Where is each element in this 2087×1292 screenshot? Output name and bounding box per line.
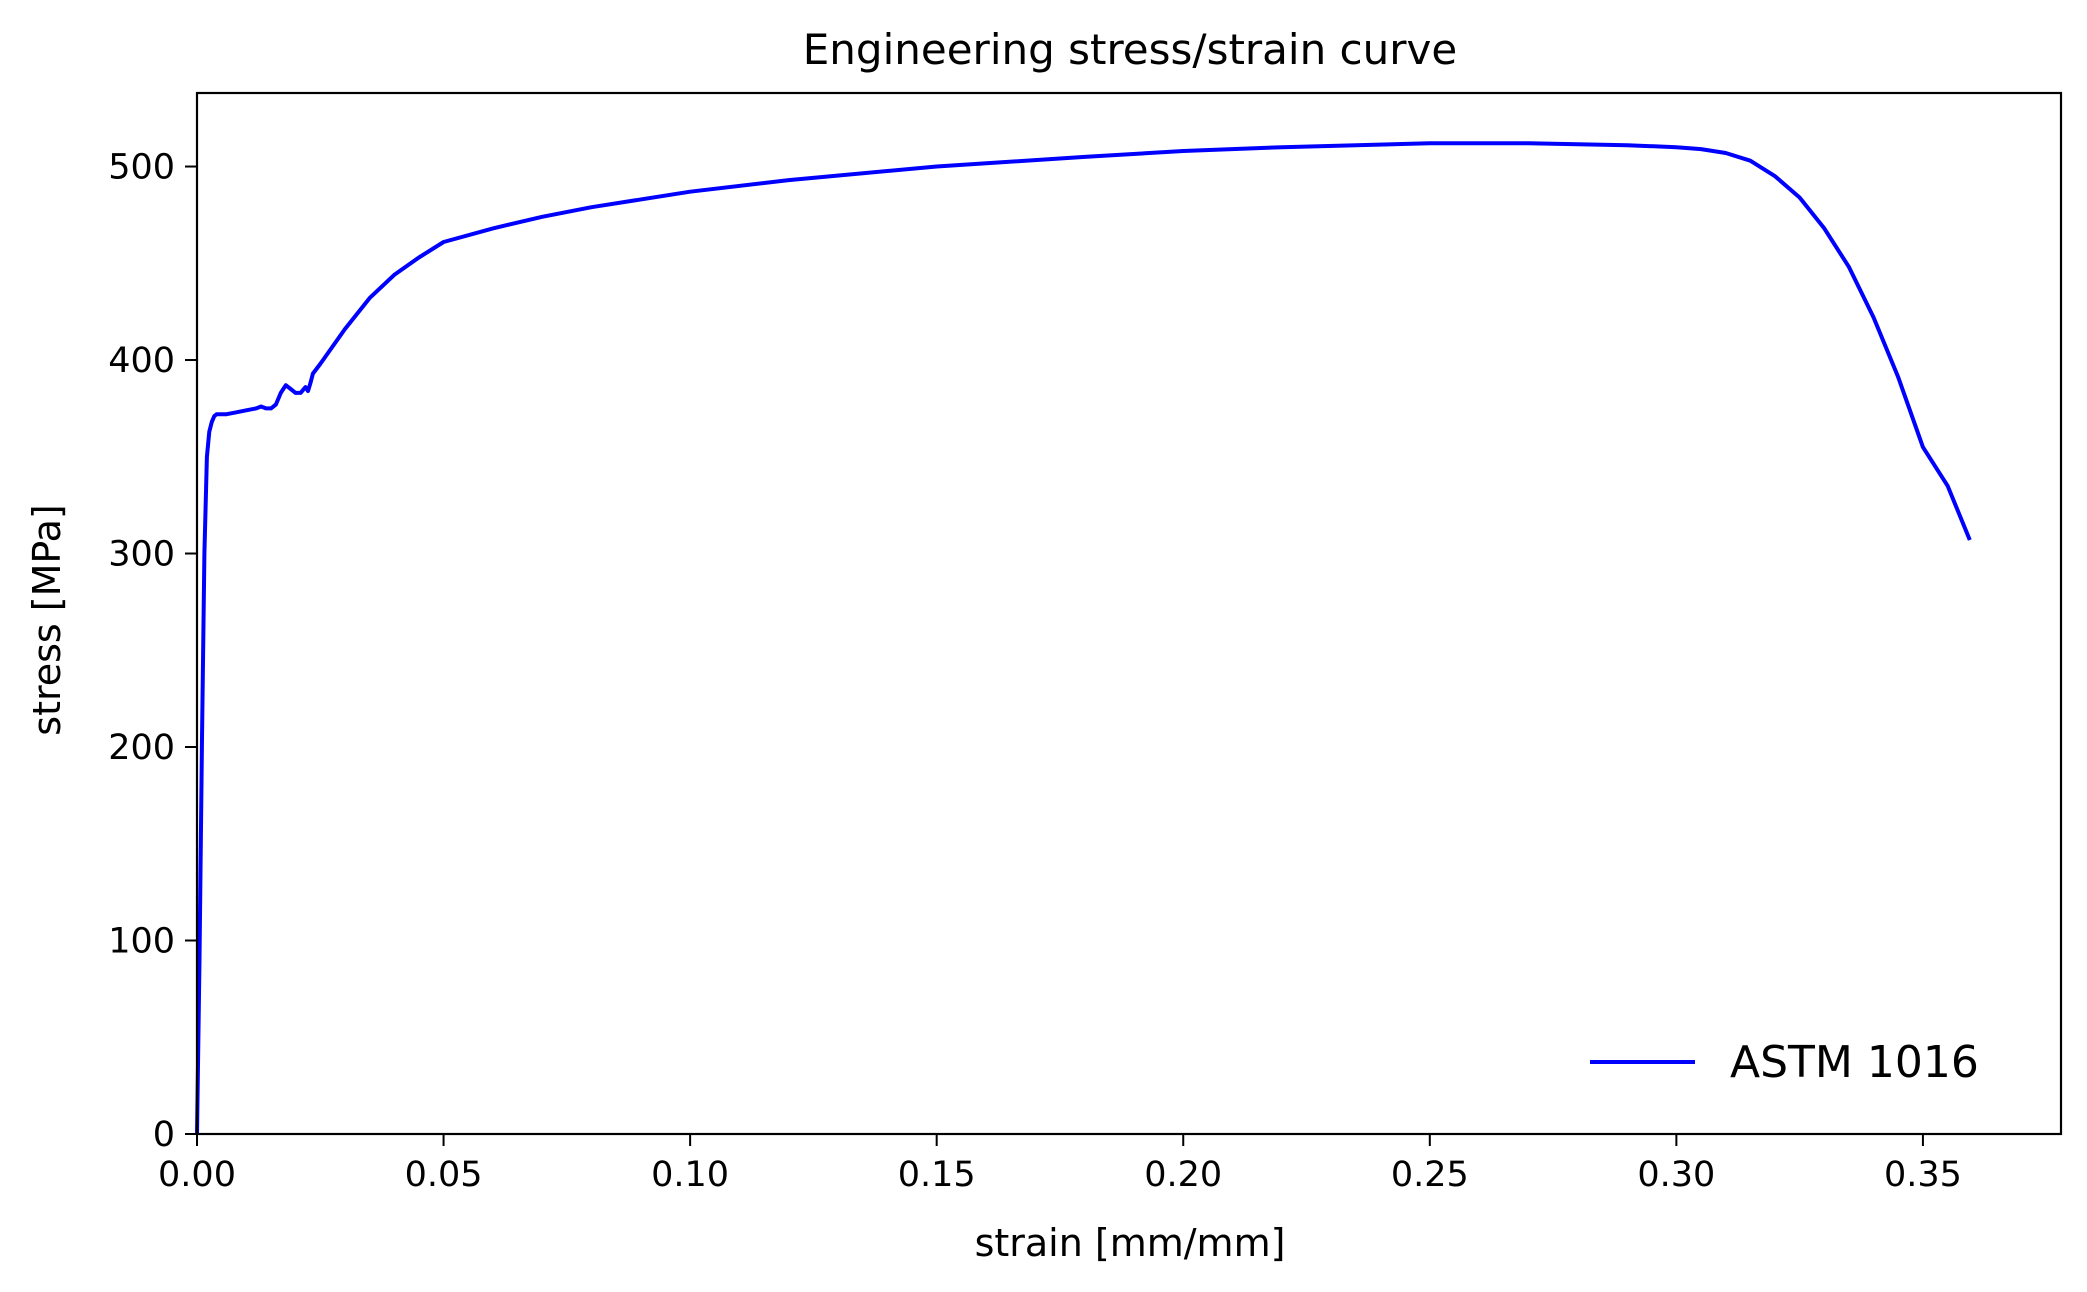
x-tick-label: 0.10: [651, 1155, 729, 1195]
y-tick-label: 300: [108, 535, 175, 575]
y-tick-label: 0: [153, 1115, 175, 1155]
legend-label-astm-1016: ASTM 1016: [1730, 1037, 1979, 1088]
axes-frame: [195, 91, 2063, 1136]
y-tick-label: 500: [108, 148, 175, 188]
x-tick-label: 0.30: [1637, 1155, 1715, 1195]
y-tick-label: 200: [108, 728, 175, 768]
series-line-astm-1016: [195, 141, 1972, 1135]
x-axis: 0.00 0.05 0.10 0.15 0.20 0.25 0.30 0.35: [158, 1134, 1962, 1195]
x-tick-label: 0.05: [405, 1155, 483, 1195]
x-tick-label: 0.25: [1391, 1155, 1469, 1195]
x-tick-label: 0.00: [158, 1155, 236, 1195]
y-tick-label: 100: [108, 922, 175, 962]
chart-title: Engineering stress/strain curve: [803, 25, 1457, 74]
x-tick-label: 0.15: [898, 1155, 976, 1195]
x-tick-label: 0.35: [1884, 1155, 1962, 1195]
legend: ASTM 1016: [1590, 1037, 1979, 1088]
y-tick-label: 400: [108, 341, 175, 381]
plot-area: [195, 91, 2063, 1136]
x-axis-label: strain [mm/mm]: [975, 1221, 1286, 1265]
y-axis: 0 100 200 300 400 500: [108, 148, 197, 1155]
x-tick-label: 0.20: [1144, 1155, 1222, 1195]
y-axis-label: stress [MPa]: [25, 504, 69, 735]
